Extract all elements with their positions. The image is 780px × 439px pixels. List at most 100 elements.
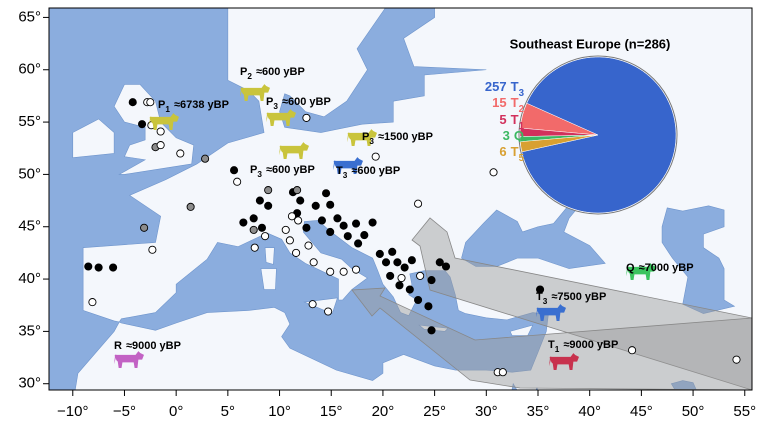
- sample-point: [261, 232, 270, 241]
- annotation-haplogroup: T3: [536, 291, 548, 306]
- sample-point: [322, 189, 331, 198]
- sample-point: [435, 258, 444, 267]
- x-tick-label: 50°: [682, 403, 705, 420]
- sample-point: [255, 196, 264, 205]
- sample-point: [309, 258, 318, 267]
- sample-point: [732, 355, 741, 364]
- sample-point: [393, 258, 402, 267]
- sea-caspian: [661, 205, 736, 314]
- sample-point: [397, 273, 406, 283]
- sample-point: [351, 219, 361, 228]
- annotation-haplogroup: T1: [548, 339, 560, 354]
- annotation-text: ≈7000 yBP: [639, 262, 694, 274]
- sample-point: [230, 166, 239, 175]
- sample-point: [285, 236, 294, 245]
- sample-point: [281, 225, 290, 234]
- sample-point: [498, 368, 507, 377]
- x-tick-label: 35°: [527, 403, 550, 420]
- annotation: T1 ≈9000 yBP: [548, 339, 618, 354]
- annotation-text: ≈600 yBP: [282, 96, 331, 108]
- x-tick-label: 30°: [475, 403, 498, 420]
- migration-arrows: [351, 217, 752, 390]
- annotation-text: ≈600 yBP: [266, 164, 315, 176]
- migration-route-north: [411, 217, 752, 390]
- y-tick-label: 35°: [18, 322, 41, 339]
- x-tick-label: 20°: [372, 403, 395, 420]
- sample-point: [360, 231, 369, 240]
- annotation-text: ≈600 yBP: [351, 165, 400, 177]
- sea-baltic: [279, 8, 487, 133]
- annotation: P3 ≈600 yBP: [266, 96, 331, 111]
- sample-point: [339, 221, 348, 230]
- sample-point: [308, 300, 317, 309]
- x-tick-label: 25°: [423, 403, 446, 420]
- sample-point: [317, 216, 326, 225]
- x-tick-label: −5°: [113, 403, 136, 420]
- sample-point: [489, 168, 498, 177]
- y-tick-label: 65°: [18, 8, 41, 25]
- y-tick-label: 30°: [18, 375, 41, 392]
- sample-point: [156, 127, 165, 136]
- annotation: T3 ≈7500 yBP: [536, 291, 606, 306]
- sample-point: [264, 201, 273, 210]
- sample-point: [109, 263, 118, 272]
- sample-point: [302, 223, 311, 232]
- y-tick-label: 55°: [18, 113, 41, 130]
- sample-point: [239, 218, 248, 227]
- sample-point: [128, 98, 137, 107]
- pie-label-value: 257: [485, 79, 507, 94]
- sample-point: [94, 263, 103, 272]
- sample-point: [186, 202, 195, 211]
- y-tick-label: 45°: [18, 218, 41, 235]
- sample-point: [88, 298, 97, 307]
- land-corsica: [264, 247, 275, 265]
- sample-point: [304, 241, 313, 250]
- migration-route-west: [351, 287, 752, 390]
- sample-point: [292, 248, 301, 257]
- sea-red: [511, 382, 538, 390]
- sample-point: [339, 267, 348, 276]
- pie-label-value: 3: [503, 128, 510, 143]
- sample-point: [414, 199, 423, 208]
- land-ireland: [72, 118, 115, 158]
- sample-point: [294, 216, 303, 225]
- plot-frame: [48, 7, 753, 391]
- sample-point: [416, 271, 425, 280]
- sample-point: [293, 186, 302, 195]
- sample-point: [375, 249, 384, 258]
- sample-point: [257, 223, 267, 232]
- sample-point: [326, 267, 335, 276]
- sample-point: [249, 225, 258, 234]
- sample-point: [351, 265, 361, 274]
- annotation-haplogroup: R: [114, 340, 122, 352]
- pie-label-value: 6: [499, 144, 506, 159]
- pie-title: Southeast Europe (n=286): [510, 36, 671, 51]
- pie-slice: [520, 134, 599, 153]
- x-tick-label: 15°: [320, 403, 343, 420]
- sample-point: [176, 149, 185, 158]
- sample-point: [249, 214, 258, 223]
- sea-persian-gulf: [670, 380, 697, 390]
- pie-label: 15 T2: [492, 95, 524, 115]
- annotation: Q ≈7000 yBP: [626, 262, 694, 274]
- annotation: P1 ≈6738 yBP: [158, 99, 229, 114]
- sample-point: [146, 98, 155, 107]
- annotation-text: ≈9000 yBP: [563, 339, 618, 351]
- sample-point: [233, 177, 242, 186]
- sample-point: [137, 120, 147, 129]
- sample-point: [400, 263, 409, 272]
- x-tick-label: 45°: [630, 403, 653, 420]
- annotation-text: ≈1500 yBP: [378, 131, 433, 143]
- y-tick-label: 40°: [18, 270, 41, 287]
- sample-point: [250, 243, 259, 252]
- sea-black: [461, 204, 606, 269]
- sample-point: [333, 214, 342, 223]
- sample-point: [388, 247, 397, 256]
- annotation-haplogroup: T3: [336, 165, 348, 180]
- sample-point: [326, 200, 335, 209]
- sample-point: [441, 262, 451, 271]
- annotation-text: ≈7500 yBP: [551, 291, 606, 303]
- x-tick-label: −10°: [57, 403, 88, 420]
